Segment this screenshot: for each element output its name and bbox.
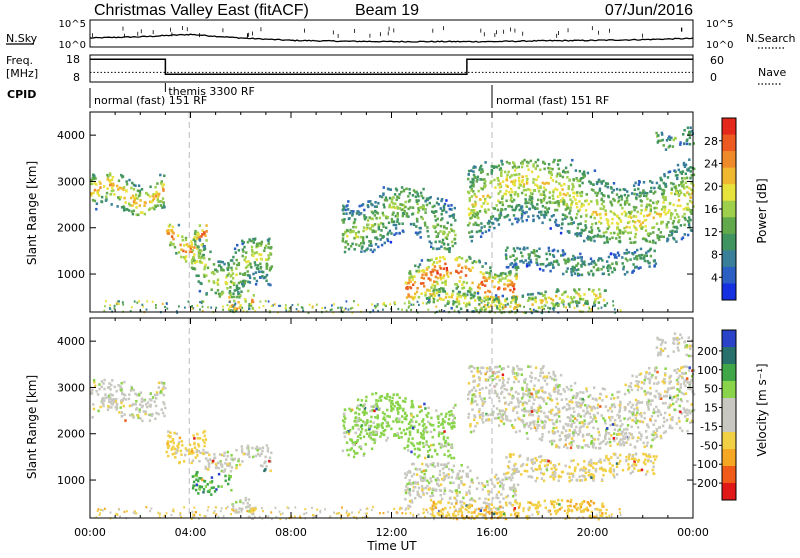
power-colorbar-segment — [722, 217, 736, 234]
x-tick-label: 20:00 — [577, 526, 609, 539]
velocity-colorbar-tick: -50 — [700, 439, 718, 452]
power-colorbar-tick: 4 — [711, 271, 718, 284]
power-ylabel: Slant Range [km] — [25, 161, 39, 265]
y-tick-label: 3000 — [57, 381, 85, 394]
noise-right-label: N.Search — [746, 32, 796, 45]
time-axis-label: Time UT — [366, 539, 417, 553]
freq-left-tick-bottom: 8 — [73, 71, 80, 84]
power-colorbar-tick: 12 — [704, 226, 718, 239]
noise-right-tick-top: 10^5 — [706, 19, 733, 30]
power-colorbar-label: Power [dB] — [755, 178, 769, 243]
velocity-colorbar-label: Velocity [m s⁻¹] — [755, 363, 769, 456]
velocity-colorbar-segment — [722, 330, 736, 348]
velocity-colorbar-tick: 200 — [697, 345, 718, 358]
date-label: 07/Jun/2016 — [605, 2, 693, 19]
velocity-colorbar-tick: 50 — [704, 383, 718, 396]
power-colorbar-tick: 24 — [704, 158, 718, 171]
velocity-colorbar-segment — [722, 432, 736, 450]
beam-label: Beam 19 — [355, 2, 419, 19]
power-panel: 1000 2000 3000 4000 — [57, 112, 695, 314]
velocity-colorbar-segment — [722, 449, 736, 467]
cpid-label: CPID — [7, 88, 36, 101]
velocity-colorbar-segment — [722, 364, 736, 382]
freq-left-tick-top: 18 — [66, 53, 80, 66]
freq-lines — [90, 59, 693, 74]
power-colorbar-segment — [722, 118, 736, 135]
velocity-ylabel: Slant Range [km] — [25, 375, 39, 479]
station-title: Christmas Valley East (fitACF) — [94, 2, 309, 19]
power-colorbar-segment — [722, 201, 736, 218]
velocity-colorbar-tick: -200 — [693, 477, 718, 490]
y-tick-label: 4000 — [57, 129, 85, 142]
nave-label: Nave — [758, 66, 786, 79]
cpid-segment-label: normal (fast) 151 RF — [496, 94, 609, 107]
power-colorbar-segment — [722, 184, 736, 201]
power-colorbar-segment — [722, 151, 736, 168]
x-tick-label: 12:00 — [376, 526, 408, 539]
noise-left-tick-bottom: 10^0 — [59, 40, 86, 51]
power-colorbar-tick: 8 — [711, 249, 718, 262]
noise-lines — [90, 26, 693, 42]
power-colorbar-segment — [722, 168, 736, 185]
power-colorbar-tick: 16 — [704, 203, 718, 216]
cpid-segment-label: themis 3300 RF — [168, 85, 255, 98]
noise-right-tick-bottom: 10^0 — [706, 40, 733, 51]
freq-left-label-1: Freq. — [6, 54, 33, 67]
x-tick-label: 08:00 — [275, 526, 307, 539]
freq-right-tick-bottom: 0 — [710, 71, 717, 84]
power-colorbar-tick: 20 — [704, 180, 718, 193]
power-colorbar-segment — [722, 283, 736, 300]
velocity-colorbar-tick: 100 — [697, 364, 718, 377]
y-tick-label: 2000 — [57, 222, 85, 235]
noise-left-tick-top: 10^5 — [59, 19, 86, 30]
velocity-colorbar-segment — [722, 381, 736, 399]
power-colorbar-segment — [722, 234, 736, 251]
velocity-colorbar-tick: 15 — [704, 402, 718, 415]
power-colorbar-segment — [722, 267, 736, 284]
freq-right-tick-top: 60 — [710, 54, 724, 67]
velocity-colorbar-segment — [722, 466, 736, 484]
noise-panel-frame — [90, 20, 693, 47]
y-tick-label: 2000 — [57, 428, 85, 441]
x-tick-label: 16:00 — [476, 526, 508, 539]
velocity-colorbar: 200 100 50 15 -15 -50 -100 -200 — [693, 330, 736, 501]
velocity-colorbar-segment — [722, 347, 736, 365]
freq-left-label-2: [MHz] — [6, 67, 38, 80]
velocity-colorbar-segment — [722, 483, 736, 501]
velocity-panel: 1000 2000 3000 4000 00:00 04:00 08:00 12:00 16:0… — [57, 318, 709, 539]
x-tick-label: 00:00 — [74, 526, 106, 539]
y-tick-label: 1000 — [57, 268, 85, 281]
power-colorbar-tick: 28 — [704, 135, 718, 148]
noise-left-label: N.Sky — [6, 32, 38, 45]
power-colorbar-segment — [722, 135, 736, 152]
velocity-colorbar-segment — [722, 415, 736, 433]
power-colorbar-segment — [722, 250, 736, 267]
velocity-colorbar-segment — [722, 398, 736, 416]
y-tick-label: 4000 — [57, 335, 85, 348]
x-tick-label: 00:00 — [677, 526, 709, 539]
power-colorbar: 4 8 12 16 20 24 28 — [704, 118, 736, 301]
noise-sky-line — [90, 34, 693, 42]
plot-background — [90, 112, 693, 312]
x-tick-label: 04:00 — [175, 526, 207, 539]
y-tick-label: 3000 — [57, 175, 85, 188]
y-tick-label: 1000 — [57, 474, 85, 487]
velocity-colorbar-tick: -15 — [700, 420, 718, 433]
velocity-colorbar-tick: -100 — [693, 458, 718, 471]
